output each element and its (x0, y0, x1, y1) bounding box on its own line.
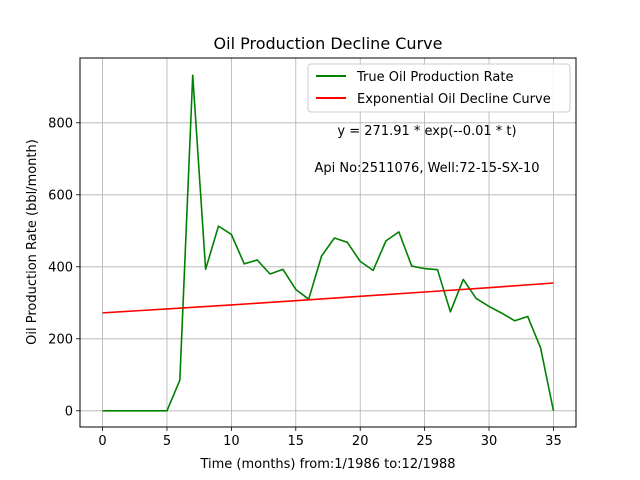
x-tick-label: 10 (223, 434, 240, 449)
true-oil-production-rate-line (102, 74, 555, 412)
x-axis-label: Time (months) from:1/1986 to:12/1988 (199, 457, 455, 472)
y-tick-label: 200 (48, 332, 73, 347)
series-layer (102, 74, 555, 412)
y-tick-label: 400 (48, 260, 73, 275)
x-tick-label: 35 (545, 434, 562, 449)
equation-annotation: y = 271.91 * exp(--0.01 * t) (337, 124, 516, 139)
legend-box (307, 63, 571, 113)
chart-title: Oil Production Decline Curve (214, 34, 443, 53)
x-tick-label: 15 (288, 434, 305, 449)
x-tick-label: 5 (163, 434, 171, 449)
y-tick-label: 600 (48, 188, 73, 203)
x-tick-label: 30 (481, 434, 498, 449)
plot-frame (79, 57, 577, 428)
x-tick-label: 20 (352, 434, 369, 449)
y-axis-label: Oil Production Rate (bbl/month) (25, 139, 40, 345)
legend: True Oil Production Rate Exponential Oil… (307, 63, 571, 113)
y-tick-label: 0 (65, 404, 73, 419)
well-annotation: Api No:2511076, Well:72-15-SX-10 (314, 161, 539, 176)
legend-label-true-rate: True Oil Production Rate (356, 70, 513, 85)
exponential-decline-curve-line (102, 282, 554, 314)
ticks: 0 5 10 15 20 25 30 35 0 200 400 600 800 (48, 116, 562, 449)
x-tick-label: 25 (416, 434, 433, 449)
y-tick-label: 800 (48, 116, 73, 131)
x-tick-label: 0 (98, 434, 106, 449)
legend-label-exponential: Exponential Oil Decline Curve (357, 92, 551, 107)
